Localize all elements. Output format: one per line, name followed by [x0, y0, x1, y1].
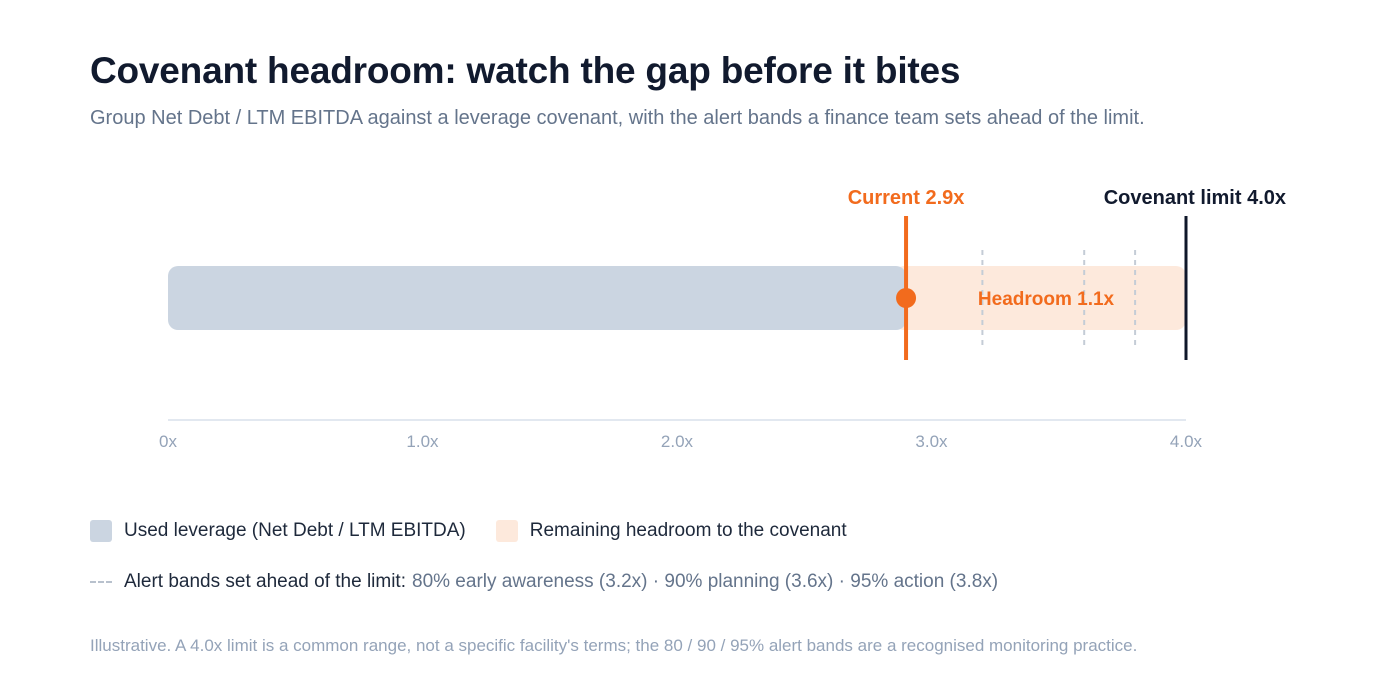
x-tick-label: 4.0x: [1170, 432, 1203, 451]
legend-headroom-label: Remaining headroom to the covenant: [529, 520, 847, 541]
used-leverage-bar: [168, 266, 907, 330]
x-tick-label: 0x: [159, 432, 177, 451]
chart-subtitle: Group Net Debt / LTM EBITDA against a le…: [90, 107, 1145, 129]
leverage-chart: Headroom 1.1x Current 2.9x Covenant limit …: [159, 187, 1286, 451]
headroom-label: Headroom 1.1x: [978, 289, 1115, 310]
legend-row-bars: Used leverage (Net Debt / LTM EBITDA) Re…: [90, 520, 847, 542]
dashed-line-icon: [90, 581, 112, 583]
legend-used-label: Used leverage (Net Debt / LTM EBITDA): [124, 520, 466, 541]
headroom-swatch: [495, 520, 518, 542]
legend-row-bands: Alert bands set ahead of the limit: 80% …: [90, 571, 998, 593]
used-leverage-swatch: [90, 520, 112, 542]
x-tick-label: 1.0x: [406, 432, 439, 451]
legend-bands-detail: 80% early awareness (3.2x) · 90% plannin…: [412, 571, 999, 592]
x-tick-label: 3.0x: [915, 432, 948, 451]
legend-bands-prefix: Alert bands set ahead of the limit:: [124, 571, 406, 592]
chart-title: Covenant headroom: watch the gap before …: [90, 50, 961, 91]
current-marker-dot: [896, 288, 917, 308]
headroom-bar: [894, 266, 1186, 330]
current-label: Current 2.9x: [848, 187, 965, 209]
footnote: Illustrative. A 4.0x limit is a common r…: [90, 636, 1138, 655]
x-tick-label: 2.0x: [661, 432, 694, 451]
covenant-limit-label: Covenant limit 4.0x: [1104, 187, 1286, 209]
